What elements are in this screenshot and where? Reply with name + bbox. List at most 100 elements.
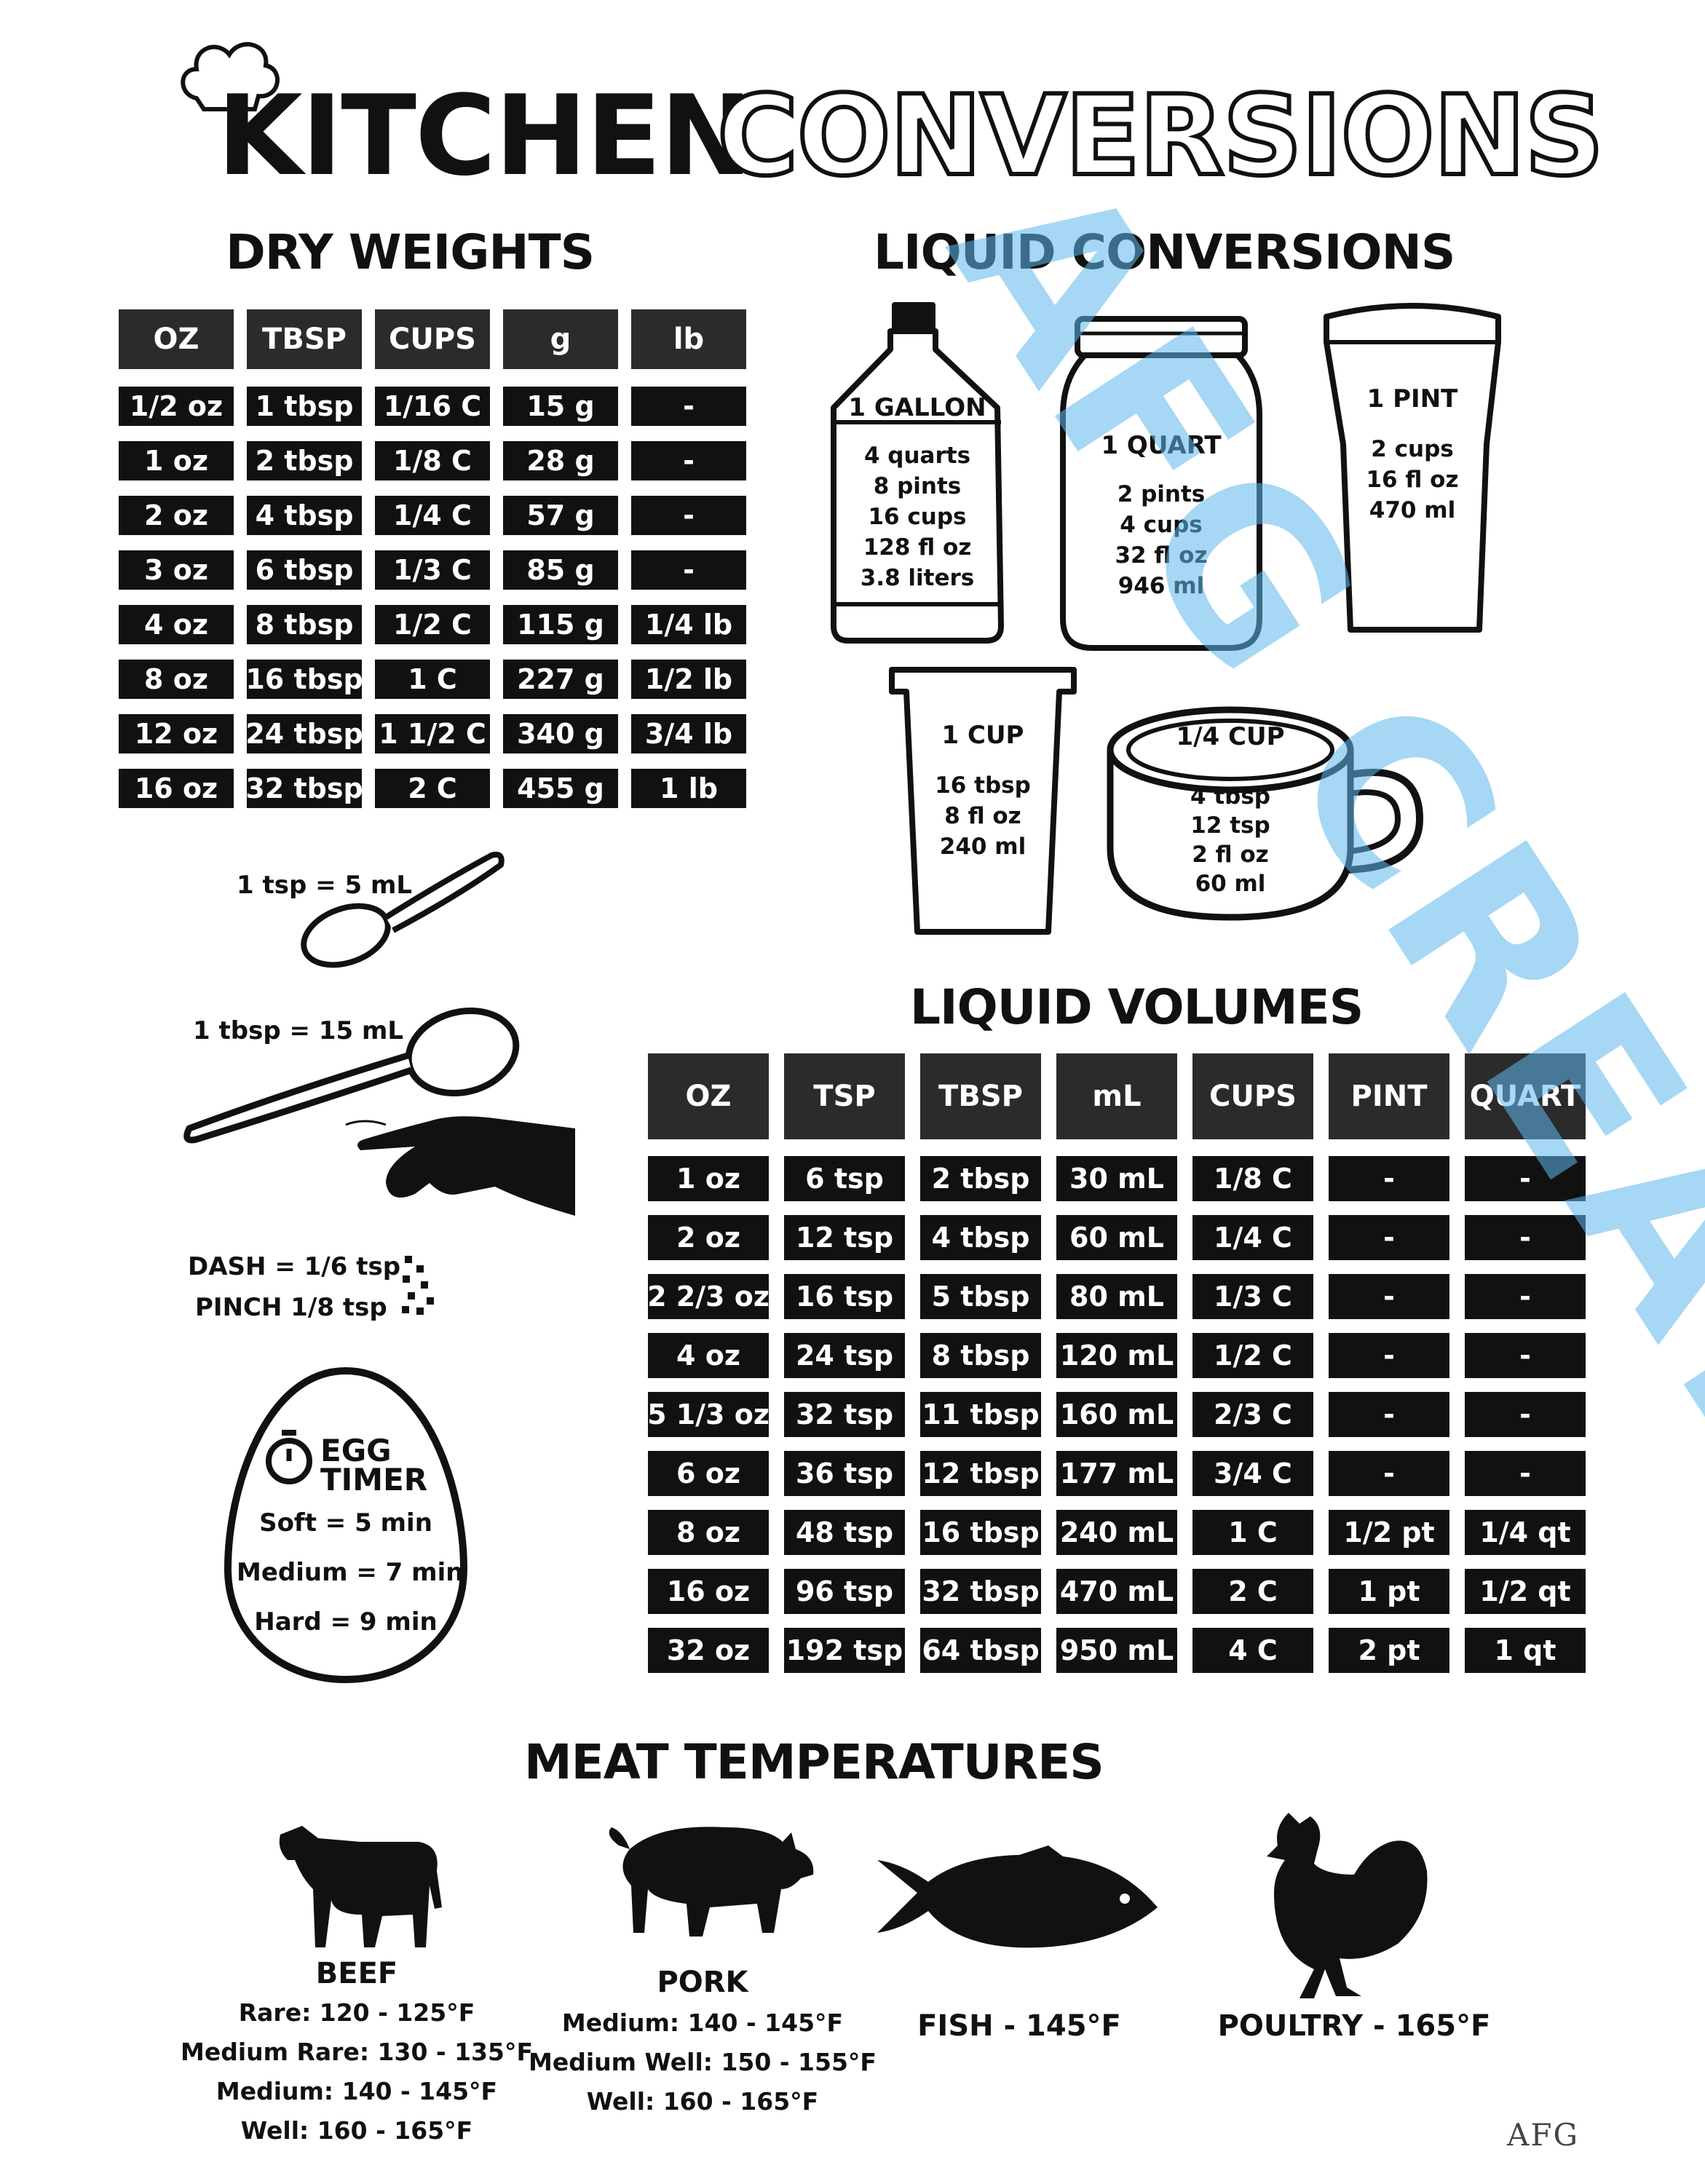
table-cell: 12 oz — [119, 714, 234, 753]
table-cell: 455 g — [503, 769, 618, 808]
quart-line-4: 946 ml — [1117, 573, 1205, 599]
table-cell: 1 1/2 C — [375, 714, 490, 753]
egg-medium: Medium = 7 min — [237, 1558, 464, 1587]
beef-line-2: Medium Rare: 130 - 135°F — [180, 2038, 534, 2066]
gallon-line-2: 8 pints — [873, 473, 962, 499]
table-cell: 32 tsp — [784, 1392, 905, 1437]
table-cell: - — [1465, 1215, 1586, 1260]
meat-temperatures-heading: MEAT TEMPERATURES — [524, 1734, 1104, 1790]
table-cell: 28 g — [503, 441, 618, 480]
quarter-cup-mug-icon — [1107, 706, 1424, 921]
pig-icon — [609, 1827, 814, 1936]
table-cell: 48 tsp — [784, 1510, 905, 1555]
table-cell: 3 oz — [119, 550, 234, 590]
column-header: CUPS — [1192, 1053, 1313, 1139]
pork-line-2: Medium Well: 150 - 155°F — [529, 2048, 877, 2076]
beef-name: BEEF — [315, 1957, 398, 1990]
table-cell: 470 mL — [1056, 1569, 1177, 1614]
quart-jar-icon — [1060, 316, 1262, 651]
column-header: mL — [1056, 1053, 1177, 1139]
table-cell: 80 mL — [1056, 1274, 1177, 1319]
cup-title: 1 CUP — [941, 721, 1024, 750]
table-cell: - — [631, 496, 746, 535]
table-cell: - — [1329, 1333, 1449, 1378]
table-cell: 2 C — [1192, 1569, 1313, 1614]
table-cell: 24 tbsp — [245, 714, 363, 753]
quart-line-2: 4 cups — [1120, 512, 1203, 538]
table-cell: 4 tbsp — [247, 496, 362, 535]
gallon-jug-icon — [831, 302, 1004, 644]
stopwatch-icon — [266, 1430, 312, 1484]
pinch-label: PINCH 1/8 tsp — [195, 1293, 387, 1322]
table-cell: 4 C — [1192, 1628, 1313, 1673]
table-cell: 4 oz — [648, 1333, 769, 1378]
table-cell: 2/3 C — [1192, 1392, 1313, 1437]
pinching-hand-icon — [345, 1116, 575, 1216]
table-cell: 16 oz — [648, 1569, 769, 1614]
table-cell: 6 oz — [648, 1451, 769, 1496]
table-cell: 60 mL — [1056, 1215, 1177, 1260]
tablespoon-icon — [183, 1007, 520, 1144]
table-cell: 1/8 C — [375, 441, 490, 480]
quarter-cup-line-3: 2 fl oz — [1192, 842, 1269, 868]
table-cell: 1/8 C — [1192, 1156, 1313, 1201]
table-cell: 16 tsp — [784, 1274, 905, 1319]
title-conversions: CONVERSIONS — [715, 69, 1606, 202]
column-header: OZ — [648, 1053, 769, 1139]
table-cell: - — [1329, 1215, 1449, 1260]
table-cell: - — [1329, 1392, 1449, 1437]
dry-weights-heading: DRY WEIGHTS — [226, 224, 595, 280]
egg-soft: Soft = 5 min — [259, 1508, 432, 1538]
table-cell: 1 qt — [1465, 1628, 1586, 1673]
table-cell: 1/2 C — [375, 605, 490, 644]
table-cell: 1 oz — [648, 1156, 769, 1201]
gallon-line-1: 4 quarts — [863, 443, 971, 469]
chef-hat-icon — [181, 41, 280, 111]
pint-line-2: 16 fl oz — [1366, 467, 1459, 493]
column-header: lb — [631, 309, 746, 369]
table-cell: 36 tsp — [784, 1451, 905, 1496]
pint-title: 1 PINT — [1366, 384, 1458, 414]
table-cell: 1/4 lb — [631, 605, 746, 644]
table-cell: - — [631, 550, 746, 590]
pork-line-3: Well: 160 - 165°F — [586, 2087, 819, 2116]
gallon-line-5: 3.8 liters — [860, 565, 975, 591]
table-cell: 4 tbsp — [920, 1215, 1041, 1260]
egg-timer-title-1: EGG — [320, 1433, 392, 1468]
table-cell: 227 g — [503, 660, 618, 699]
pork-name: PORK — [657, 1966, 748, 1999]
tbsp-label: 1 tbsp = 15 mL — [193, 1016, 404, 1045]
table-cell: - — [1329, 1274, 1449, 1319]
tsp-label: 1 tsp = 5 mL — [237, 871, 413, 900]
table-cell: 12 tbsp — [920, 1451, 1041, 1496]
table-cell: 1/2 oz — [119, 387, 234, 426]
table-cell: 340 g — [503, 714, 618, 753]
liquid-conversions-heading: LIQUID CONVERSIONS — [874, 224, 1455, 280]
table-cell: 2 2/3 oz — [647, 1274, 770, 1319]
salt-grains-icon — [402, 1256, 434, 1315]
table-cell: 1/2 C — [1192, 1333, 1313, 1378]
column-header: OZ — [119, 309, 234, 369]
table-cell: - — [1465, 1156, 1586, 1201]
table-cell: 1/2 pt — [1329, 1510, 1449, 1555]
table-cell: 1 tbsp — [247, 387, 362, 426]
egg-timer-title-2: TIMER — [320, 1462, 428, 1497]
table-cell: 24 tsp — [784, 1333, 905, 1378]
egg-hard: Hard = 9 min — [254, 1607, 438, 1637]
table-cell: 160 mL — [1056, 1392, 1177, 1437]
table-cell: 32 tbsp — [245, 769, 363, 808]
gallon-title: 1 GALLON — [848, 393, 986, 422]
beef-line-4: Well: 160 - 165°F — [240, 2116, 473, 2145]
table-cell: 1 lb — [631, 769, 746, 808]
afg-logo: AFG — [1507, 2117, 1580, 2153]
table-cell: 11 tbsp — [920, 1392, 1041, 1437]
table-cell: 1 C — [1192, 1510, 1313, 1555]
title-kitchen: KITCHEN — [217, 71, 753, 200]
pint-line-1: 2 cups — [1371, 436, 1454, 462]
table-cell: 2 C — [375, 769, 490, 808]
fish-icon — [877, 1845, 1158, 1948]
chicken-icon — [1267, 1813, 1428, 1998]
table-cell: 1 pt — [1329, 1569, 1449, 1614]
table-cell: 115 g — [503, 605, 618, 644]
table-cell: 85 g — [503, 550, 618, 590]
